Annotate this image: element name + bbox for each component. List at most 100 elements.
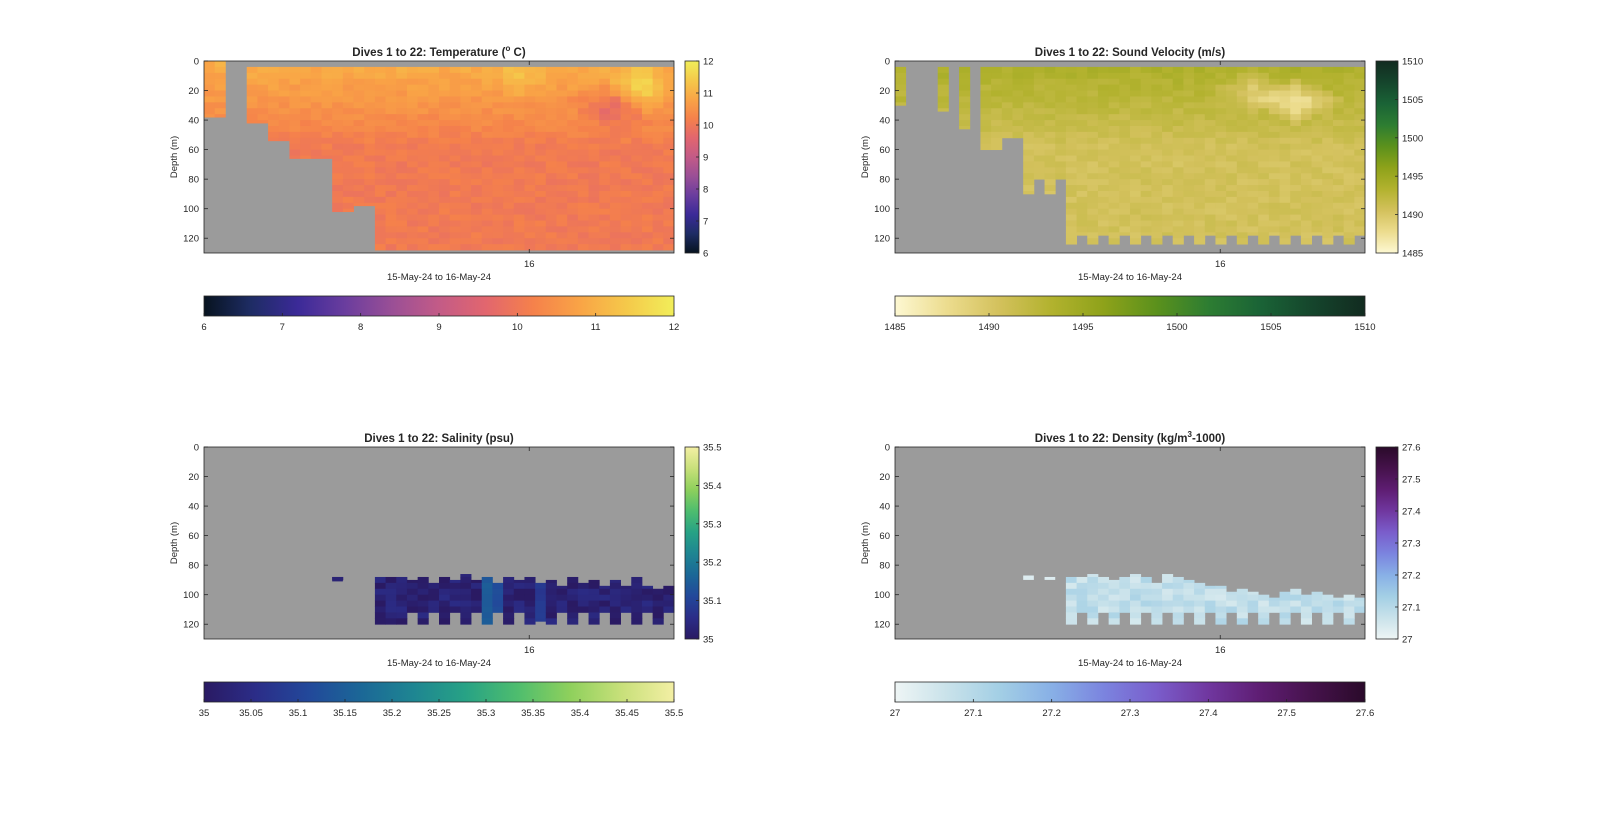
heatmap-cell: [1215, 108, 1227, 115]
heatmap-cell: [1268, 214, 1280, 221]
heatmap-cell: [1215, 143, 1227, 151]
heatmap-cell: [577, 208, 589, 215]
heatmap-cell: [631, 600, 643, 607]
heatmap-cell: [1332, 125, 1345, 133]
heatmap-cell: [1012, 66, 1024, 74]
heatmap-cell: [545, 143, 557, 151]
heatmap-cell: [991, 114, 1003, 121]
heatmap-cell: [1162, 208, 1174, 215]
heatmap-cell: [310, 137, 322, 145]
heatmap-cell: [471, 114, 483, 121]
heatmap-cell: [417, 196, 429, 204]
heatmap-cell: [417, 600, 429, 607]
heatmap-cell: [1172, 90, 1184, 97]
heatmap-cell: [1076, 155, 1088, 162]
heatmap-cell: [1247, 155, 1259, 162]
chart-title-text: Dives 1 to 22: Sound Velocity (m/s): [1035, 47, 1226, 59]
heatmap-cell: [364, 173, 376, 180]
heatmap-cell: [1354, 167, 1366, 174]
heatmap-cell: [1215, 173, 1227, 180]
axes-box: [203, 446, 675, 640]
heatmap-cell: [353, 155, 365, 162]
heatmap-cell: [1119, 185, 1131, 192]
heatmap-cell: [1044, 143, 1056, 151]
heatmap-cell: [374, 149, 386, 156]
bottom-colorbar: [894, 295, 1366, 317]
heatmap-cell: [556, 238, 568, 245]
heatmap-cell: [1108, 72, 1120, 80]
heatmap-cell: [599, 137, 611, 145]
heatmap-cell: [257, 78, 269, 86]
side-colorbar-tick-label: 1495: [1402, 172, 1423, 183]
heatmap-cell: [300, 102, 312, 109]
heatmap-cell: [1204, 202, 1216, 210]
y-tick-label: 100: [183, 590, 199, 601]
heatmap-cell: [1162, 179, 1174, 186]
heatmap-cell: [524, 214, 536, 221]
heatmap-cell: [1140, 137, 1152, 145]
heatmap-cell: [1119, 125, 1131, 133]
heatmap-cell: [396, 161, 408, 168]
heatmap-cell: [609, 102, 621, 109]
heatmap-cell: [481, 576, 493, 584]
heatmap-cell: [385, 131, 397, 139]
heatmap-cell: [385, 582, 397, 590]
heatmap-cell: [385, 214, 397, 221]
heatmap-cell: [545, 137, 557, 145]
heatmap-cell: [1033, 120, 1045, 127]
heatmap-cell: [620, 155, 632, 162]
heatmap-cell: [406, 232, 419, 239]
heatmap-cell: [620, 125, 632, 133]
heatmap-cell: [1065, 155, 1077, 162]
heatmap-cell: [385, 606, 397, 613]
heatmap-cell: [1226, 220, 1238, 227]
heatmap-cell: [503, 90, 515, 97]
heatmap-cell: [1076, 179, 1088, 186]
heatmap-cell: [1065, 96, 1077, 103]
heatmap-cell: [342, 131, 354, 139]
heatmap-cell: [385, 90, 397, 97]
heatmap-cell: [481, 66, 493, 74]
heatmap-cell: [1065, 190, 1077, 198]
heatmap-cell: [545, 244, 557, 251]
heatmap-cell: [460, 244, 472, 251]
heatmap-cell: [374, 120, 386, 127]
heatmap-cell: [1194, 120, 1206, 127]
heatmap-cell: [567, 131, 579, 139]
heatmap-cell: [364, 96, 376, 103]
heatmap-cell: [1172, 185, 1184, 192]
heatmap-cell: [641, 214, 654, 221]
heatmap-cell: [1097, 125, 1110, 133]
heatmap-cell: [278, 78, 290, 86]
heatmap-cell: [289, 149, 301, 156]
heatmap-cell: [524, 179, 536, 186]
heatmap-cell: [396, 149, 408, 156]
heatmap-cell: [503, 618, 515, 625]
heatmap-cell: [545, 90, 557, 97]
heatmap-cell: [1258, 167, 1270, 174]
heatmap-cell: [1140, 208, 1152, 215]
heatmap-cell: [1258, 149, 1270, 156]
heatmap-cell: [1204, 102, 1216, 109]
heatmap-cell: [652, 90, 664, 97]
heatmap-cell: [374, 208, 386, 215]
heatmap-cell: [1151, 173, 1163, 180]
heatmap-cell: [364, 179, 376, 186]
heatmap-cell: [374, 173, 386, 180]
heatmap-cell: [513, 66, 525, 74]
heatmap-cell: [449, 78, 461, 86]
heatmap-cell: [1268, 190, 1280, 198]
heatmap-cell: [278, 131, 290, 139]
heatmap-cell: [1097, 149, 1110, 156]
heatmap-cell: [460, 574, 472, 578]
heatmap-cell: [1300, 125, 1312, 133]
heatmap-cell: [599, 90, 611, 97]
heatmap-cell: [1204, 220, 1216, 227]
heatmap-cell: [1151, 167, 1163, 174]
heatmap-cell: [1311, 120, 1323, 127]
heatmap-cell: [1044, 125, 1056, 133]
heatmap-cell: [481, 214, 493, 221]
heatmap-cell: [417, 102, 429, 109]
heatmap-cell: [535, 238, 547, 245]
heatmap-cell: [1300, 220, 1312, 227]
